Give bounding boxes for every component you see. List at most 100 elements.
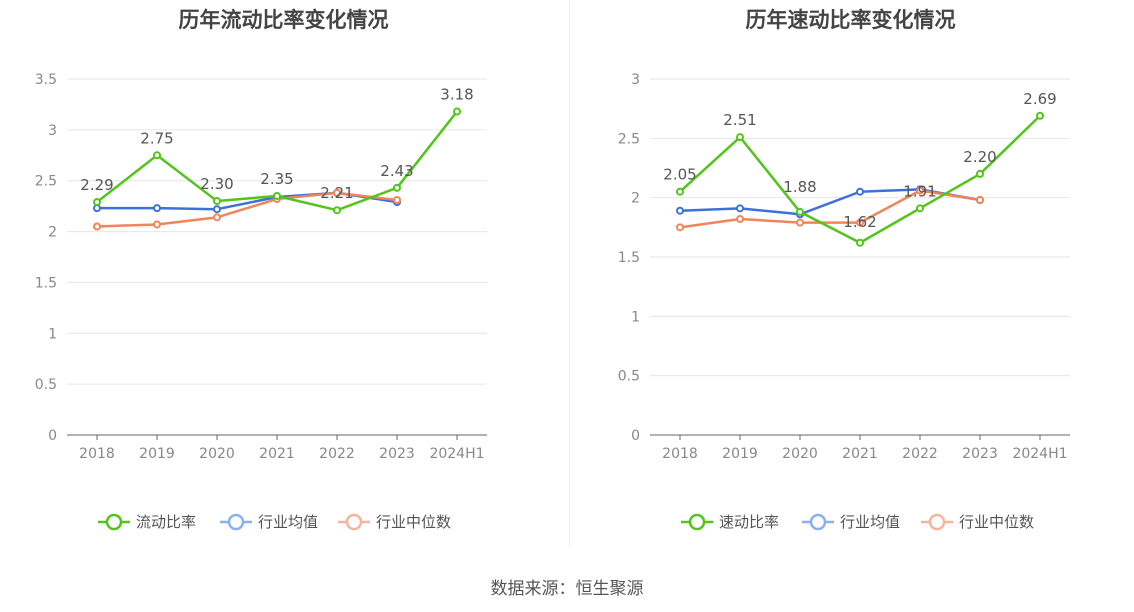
data-point-main [393,183,401,192]
data-label: 2.51 [723,111,756,129]
chart-title: 历年流动比率变化情况 [178,8,389,32]
chart-title: 历年速动比率变化情况 [745,8,956,32]
data-label: 2.43 [380,162,413,180]
quick-ratio-chart: 0 0.5 1 1.5 2 2.5 3 2018 2019 2020 2021 2022 2023 202… [618,72,1070,531]
x-tick-label: 2024H1 [429,446,484,462]
y-tick-label: 1 [631,309,640,325]
legend-label: 行业均值 [840,513,900,531]
legend-item-median: 行业中位数 [338,513,451,531]
data-point-main [856,238,864,247]
data-point-main [736,133,744,142]
data-label: 1.91 [903,182,936,200]
data-label: 2.05 [663,166,696,184]
data-point-avg [856,187,864,196]
y-tick-label: 3 [631,72,640,88]
y-tick-label: 2.5 [618,131,640,147]
x-tick-label: 2019 [722,446,758,462]
legend-label: 行业中位数 [376,513,451,531]
legend-item-avg: 行业均值 [802,513,900,531]
data-point-main [273,191,281,200]
legend-item-main: 流动比率 [98,513,196,531]
data-point-median [93,222,101,231]
x-tick-label: 2023 [962,446,998,462]
data-point-avg [736,204,744,213]
data-label: 1.62 [843,213,876,231]
y-tick-label: 0.5 [35,377,57,393]
data-point-median [393,196,401,205]
data-point-median [796,218,804,227]
x-tick-label: 2021 [842,446,878,462]
y-tick-label: 2 [48,225,57,241]
quick-ratio-panel: 历年速动比率变化情况 0 0.5 1 1.5 2 2.5 3 2018 2019 2020 2021… [567,0,1134,560]
data-point-main [676,187,684,196]
y-tick-label: 0 [48,428,57,444]
legend-marker-icon [809,513,827,531]
y-tick-label: 1 [48,326,57,342]
data-label: 2.20 [963,148,996,166]
data-point-avg [213,205,221,214]
x-tick-label: 2022 [902,446,938,462]
x-tick-label: 2020 [782,446,818,462]
y-tick-label: 2 [631,191,640,207]
legend-item-main: 速动比率 [681,513,779,531]
data-point-avg [153,204,161,213]
data-point-main [153,151,161,160]
x-tick-label: 2021 [259,446,295,462]
data-label: 1.88 [783,178,816,196]
data-point-median [676,223,684,232]
y-tick-label: 0 [631,428,640,444]
x-tick-label: 2019 [139,446,175,462]
data-point-avg [676,206,684,215]
data-point-main [453,107,461,116]
data-point-median [856,218,864,227]
data-point-median [153,220,161,229]
legend-label: 行业均值 [258,513,318,531]
data-label: 2.75 [140,129,173,147]
legend-marker-icon [105,513,123,531]
data-point-median [916,186,924,195]
data-point-avg [93,204,101,213]
data-label: 2.30 [200,175,233,193]
x-tick-label: 2023 [379,446,415,462]
data-point-median [213,213,221,222]
y-tick-label: 3 [48,123,57,139]
data-source-note: 数据来源：恒生聚源 [490,579,644,599]
data-label: 2.69 [1023,90,1056,108]
x-tick-label: 2024H1 [1012,446,1067,462]
data-point-median [333,188,341,197]
x-tick-label: 2018 [662,446,698,462]
data-label: 2.35 [260,170,293,188]
data-point-main [213,197,221,206]
data-label: 2.21 [320,184,353,202]
legend-marker-icon [928,513,946,531]
y-tick-label: 2.5 [35,174,57,190]
data-point-median [976,196,984,205]
legend-marker-icon [688,513,706,531]
y-tick-label: 1.5 [35,275,57,291]
data-point-main [796,207,804,216]
x-tick-label: 2018 [79,446,115,462]
data-point-main [93,198,101,207]
legend-marker-icon [227,513,245,531]
data-label: 3.18 [440,86,473,104]
current-ratio-chart: 0 0.5 1 1.5 2 2.5 3 3.5 2018 2019 2020 2021 2022 2023… [35,72,487,531]
series-line-median [96,191,398,228]
legend-marker-icon [345,513,363,531]
legend-label: 行业中位数 [959,513,1034,531]
x-tick-label: 2022 [319,446,355,462]
data-label: 2.29 [80,176,113,194]
data-point-main [333,206,341,215]
data-point-main [916,204,924,213]
y-tick-label: 3.5 [35,72,57,88]
data-point-main [1036,111,1044,120]
legend-label: 速动比率 [719,513,779,531]
y-tick-label: 0.5 [618,369,640,385]
x-tick-label: 2020 [199,446,235,462]
series-line-median [679,189,981,229]
legend-item-median: 行业中位数 [921,513,1034,531]
panel-divider [569,0,570,545]
data-point-median [736,215,744,224]
current-ratio-panel: 历年流动比率变化情况 0 0.5 1 1.5 2 2.5 3 3.5 2018 2019 2020 2… [0,0,567,560]
y-tick-label: 1.5 [618,250,640,266]
legend-label: 流动比率 [136,513,196,531]
